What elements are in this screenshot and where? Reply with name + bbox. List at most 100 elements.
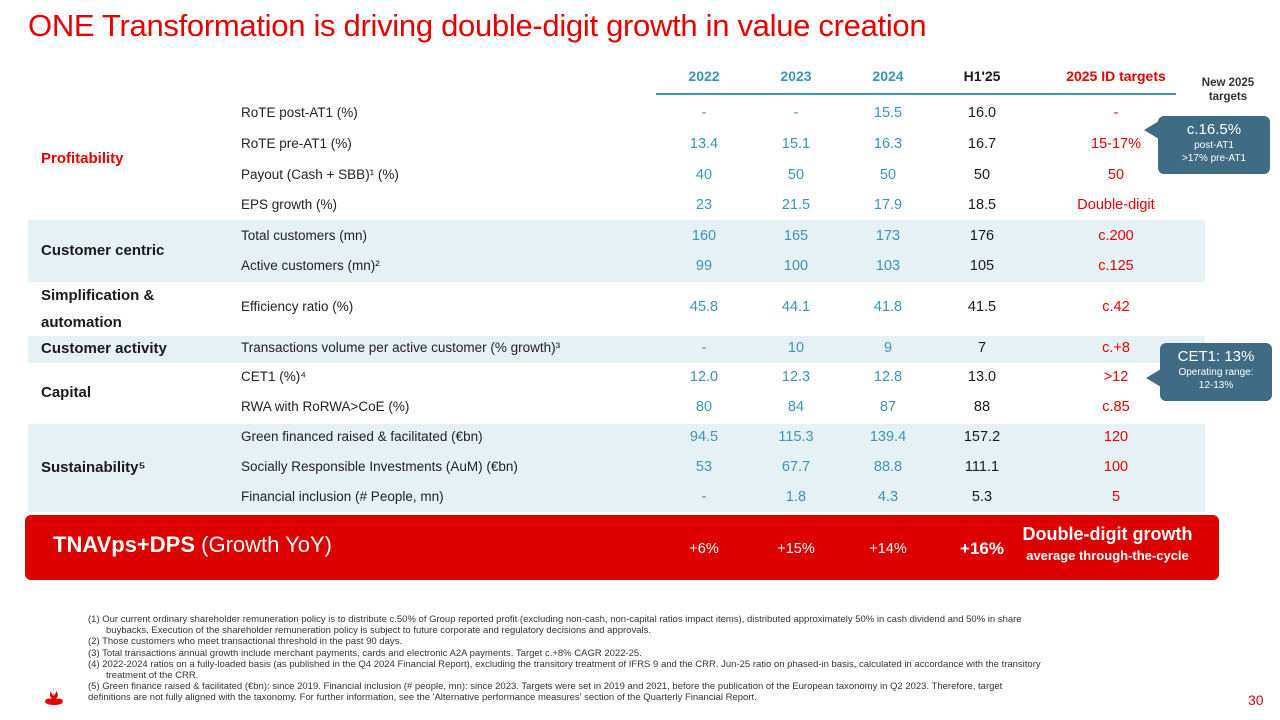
value-target: Double-digit xyxy=(1077,197,1155,213)
tnav-target-line2: average through-the-cycle xyxy=(1026,548,1189,563)
value-2022: 12.0 xyxy=(689,369,719,385)
col-header-2024: 2024 xyxy=(872,68,904,84)
value-target: 120 xyxy=(1103,429,1129,445)
row-label: Green financed raised & facilitated (€bn… xyxy=(241,429,483,444)
footnotes: (1) Our current ordinary shareholder rem… xyxy=(88,614,1238,704)
value-2024: 139.4 xyxy=(869,429,907,445)
row-label: Active customers (mn)² xyxy=(241,258,380,273)
callout-rote-value: c.16.5% xyxy=(1186,121,1242,138)
category-simplification: Simplification & automation xyxy=(41,287,155,331)
value-2023: 1.8 xyxy=(785,489,807,505)
header-divider xyxy=(656,93,1176,95)
tnav-label: TNAVps+DPS (Growth YoY) xyxy=(53,532,332,558)
footnote-5: (5) Green finance raised & facilitated (… xyxy=(88,681,1003,693)
footnote-4-cont: treatment of the CRR. xyxy=(106,670,199,682)
footnote-3: (3) Total transactions annual growth inc… xyxy=(88,647,642,659)
category-customer-activity: Customer activity xyxy=(41,340,167,357)
value-h1-25: 16.0 xyxy=(967,105,997,121)
col-header-2022: 2022 xyxy=(688,68,720,84)
value-2023: 84 xyxy=(787,399,805,415)
value-target: c.42 xyxy=(1102,299,1130,315)
row-label: CET1 (%)⁴ xyxy=(241,369,307,384)
value-h1-25: 176 xyxy=(969,228,995,244)
value-target: 50 xyxy=(1107,167,1125,183)
row-label: RoTE post-AT1 (%) xyxy=(241,105,358,120)
footnote-5-cont: definitions are not fully aligned with t… xyxy=(88,692,757,704)
value-2023: 100 xyxy=(783,258,809,274)
row-label: Socially Responsible Investments (AuM) (… xyxy=(241,459,518,474)
value-target: - xyxy=(1113,105,1119,121)
value-h1-25: 41.5 xyxy=(967,299,997,315)
value-2024: 17.9 xyxy=(873,197,903,213)
tnav-label-bold: TNAVps+DPS xyxy=(53,532,196,557)
row-label: Transactions volume per active customer … xyxy=(241,340,561,355)
table-row: RoTE post-AT1 (%) - - 15.5 16.0 - xyxy=(0,102,1280,124)
callout-cet1-target: CET1: 13% Operating range: 12-13% xyxy=(1146,343,1272,401)
callout-pointer xyxy=(1144,121,1159,139)
callout-rote-line1: post-AT1 xyxy=(1194,140,1234,151)
flame-logo-icon xyxy=(45,687,63,705)
col-header-2023: 2023 xyxy=(780,68,812,84)
tnav-2022: +6% xyxy=(689,541,719,557)
tnav-target: Double-digit growth average through-the-… xyxy=(1015,523,1200,566)
row-label: RWA with RoRWA>CoE (%) xyxy=(241,399,410,414)
value-2023: 115.3 xyxy=(778,429,814,445)
value-2022: - xyxy=(701,105,707,121)
value-2022: 80 xyxy=(695,399,713,415)
tnav-banner: TNAVps+DPS (Growth YoY) +6% +15% +14% +1… xyxy=(25,515,1219,580)
category-capital: Capital xyxy=(41,384,92,401)
callout-rote-target: c.16.5% post-AT1 >17% pre-AT1 xyxy=(1144,116,1270,174)
band-customer-activity xyxy=(28,336,1205,363)
value-2022: 94.5 xyxy=(689,429,719,445)
callout-cet1-line1: Operating range: xyxy=(1178,367,1254,378)
value-2024: 50 xyxy=(879,167,897,183)
tnav-2023: +15% xyxy=(777,541,815,557)
category-profitability: Profitability xyxy=(41,150,124,167)
table-row: Active customers (mn)² 99 100 103 105 c.… xyxy=(0,255,1280,277)
value-target: c.200 xyxy=(1098,228,1134,244)
value-2023: 44.1 xyxy=(781,299,811,315)
value-h1-25: 157.2 xyxy=(963,429,1001,445)
col-header-h1-25: H1'25 xyxy=(963,68,1001,84)
value-2022: 13.4 xyxy=(689,136,719,152)
value-2024: 88.8 xyxy=(873,459,903,475)
value-2023: 21.5 xyxy=(781,197,811,213)
value-2023: 165 xyxy=(783,228,809,244)
footnote-2: (2) Those customers who meet transaction… xyxy=(88,636,403,648)
value-h1-25: 7 xyxy=(977,340,987,356)
table-row: Financial inclusion (# People, mn) - 1.8… xyxy=(0,486,1280,508)
value-h1-25: 105 xyxy=(969,258,995,274)
value-target: c.85 xyxy=(1102,399,1130,415)
tnav-label-normal: (Growth YoY) xyxy=(201,532,332,557)
callout-pointer xyxy=(1146,369,1161,387)
value-target: 100 xyxy=(1103,459,1129,475)
value-h1-25: 111.1 xyxy=(964,459,1000,475)
value-h1-25: 5.3 xyxy=(971,489,993,505)
value-2022: 53 xyxy=(695,459,713,475)
value-h1-25: 13.0 xyxy=(967,369,997,385)
row-label: RoTE pre-AT1 (%) xyxy=(241,136,352,151)
page-number: 30 xyxy=(1248,692,1264,708)
value-2024: 4.3 xyxy=(877,489,899,505)
value-2022: - xyxy=(701,489,707,505)
value-2024: 173 xyxy=(875,228,901,244)
footnote-1-cont: buybacks. Execution of the shareholder r… xyxy=(106,625,651,637)
value-2024: 103 xyxy=(875,258,901,274)
value-2024: 87 xyxy=(879,399,897,415)
value-2023: - xyxy=(793,105,799,121)
callout-cet1-line2: 12-13% xyxy=(1198,380,1234,391)
value-h1-25: 16.7 xyxy=(967,136,997,152)
value-2022: 23 xyxy=(695,197,713,213)
table-row: CET1 (%)⁴ 12.0 12.3 12.8 13.0 >12 xyxy=(0,366,1280,388)
value-2023: 15.1 xyxy=(781,136,811,152)
tnav-h1-25: +16% xyxy=(960,539,1004,558)
value-h1-25: 50 xyxy=(973,167,991,183)
table-row: Socially Responsible Investments (AuM) (… xyxy=(0,456,1280,478)
value-2023: 67.7 xyxy=(781,459,811,475)
footnote-4: (4) 2022-2024 ratios on a fully-loaded b… xyxy=(88,658,1041,670)
value-2024: 16.3 xyxy=(873,136,903,152)
value-2022: 99 xyxy=(695,258,713,274)
new-targets-label: New 2025 targets xyxy=(1201,77,1255,103)
row-label: Total customers (mn) xyxy=(241,228,368,243)
value-2024: 41.8 xyxy=(873,299,903,315)
